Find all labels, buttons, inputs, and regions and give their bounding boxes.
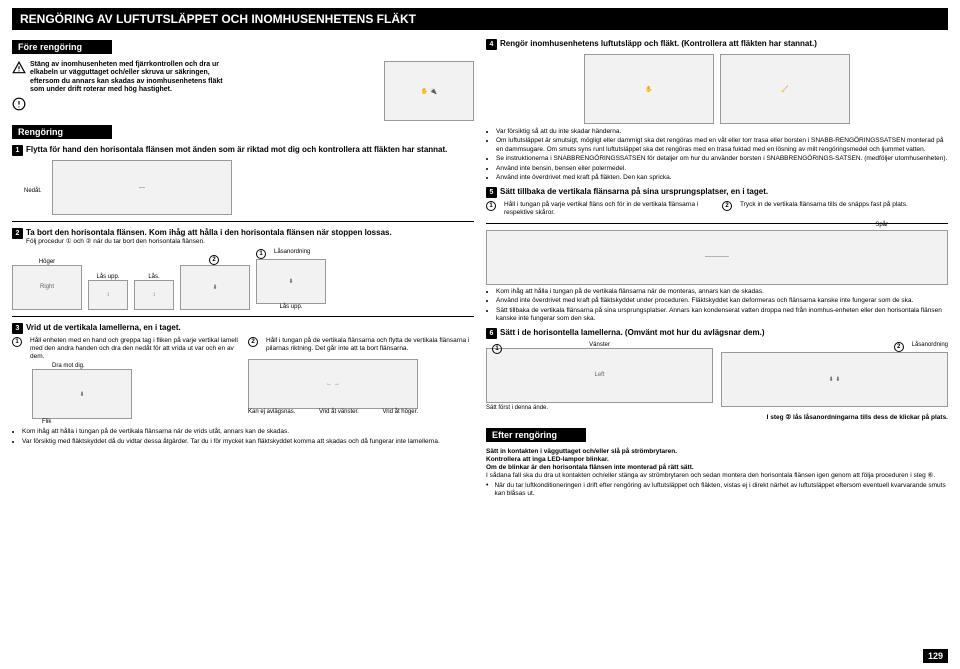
nedat-label: Nedåt. — [24, 188, 42, 194]
warning-text: Stäng av inomhusenheten med fjärrkontrol… — [30, 61, 230, 95]
step4-bullet-3: Se instruktionerna i SNABBRENGÖRINGSSATS… — [496, 155, 948, 163]
substep-2: 2 — [209, 255, 219, 265]
illustration-lock: ↕ — [134, 280, 174, 310]
after-l1: Sätt in kontakten i vägguttaget och/elle… — [486, 448, 948, 456]
satt-forst-label: Sätt först i denna ände. — [486, 405, 713, 411]
step5-sub1: Håll i tungan på varje vertikal fläns oc… — [504, 201, 712, 217]
after-cleaning-header: Efter rengöring — [486, 428, 586, 442]
illustration-remote-unplug: ✋ 🔌 — [384, 61, 474, 121]
step4-bullet-5: Använd inte överdrivet med kraft på fläk… — [496, 174, 948, 182]
illustration-step3-2: ← → — [248, 359, 418, 409]
illustration-step5-wide: ———— — [486, 230, 948, 285]
step5-bullet-3: Sätt tillbaka de vertikala flänsarna på … — [496, 307, 948, 324]
step-number-1: 1 — [12, 145, 23, 156]
step4-bullet-2: Om luftutsläppet är smutsigt, mögligt el… — [496, 137, 948, 154]
dra-label: Dra mot dig. — [52, 363, 238, 369]
step4-bullet-1: Var försiktig så att du inte skadar händ… — [496, 128, 948, 136]
step5-bullet-2: Använd inte överdrivet med kraft på fläk… — [496, 297, 948, 305]
substep-6-1: 1 — [492, 344, 502, 354]
step1-title: Flytta för hand den horisontala flänsen … — [26, 145, 447, 155]
lasanordning-label-2: Låsanordning — [912, 342, 948, 348]
step-number-2: 2 — [12, 228, 23, 239]
illustration-right-lock: Right — [12, 265, 82, 310]
illustration-step2-2: ⬇ — [180, 265, 250, 310]
spar-label: Spår — [875, 222, 888, 228]
step3-sub1: Håll enheten med en hand och greppa tag … — [30, 337, 238, 361]
step-number-3: 3 — [12, 323, 23, 334]
warning-triangle-icon — [12, 61, 26, 75]
warning-circle-icon — [12, 97, 26, 111]
step5-title: Sätt tillbaka de vertikala flänsarna på … — [500, 187, 768, 197]
step3-bullet-2: Var försiktig med fläktskyddet då du vid… — [22, 438, 474, 446]
step4-title: Rengör inomhusenhetens luftutsläpp och f… — [500, 39, 817, 49]
illustration-step1: — — [52, 160, 232, 215]
illustration-step6-2: ⬇ ⬇ — [721, 352, 948, 407]
step-number-5: 5 — [486, 187, 497, 198]
step2-title: Ta bort den horisontala flänsen. Kom ihå… — [26, 228, 392, 238]
step3-sub2: Håll i tungan på de vertikala flänsarna … — [266, 337, 474, 353]
step4-bullet-4: Använd inte bensin, bensen eller polerme… — [496, 165, 948, 173]
after-l2: Kontrollera att inga LED-lampor blinkar. — [486, 456, 948, 464]
step5-bullet-1: Kom ihåg att hålla i tungan på de vertik… — [496, 288, 948, 296]
illustration-step6-1: Left — [486, 348, 713, 403]
lasanordning-label: Låsanordning — [274, 249, 310, 255]
before-cleaning-header: Före rengöring — [12, 40, 112, 54]
illustration-step4-brush: 🧹 — [720, 54, 850, 124]
bullet-mark: • — [486, 482, 488, 489]
illustration-step3-1: ⬇ — [32, 369, 132, 419]
step3-bullet-1: Kom ihåg att hålla i tungan på de vertik… — [22, 428, 474, 436]
flik-label: Flik — [42, 419, 238, 425]
cleaning-header: Rengöring — [12, 125, 112, 139]
step2-body: Följ procedur ① och ② när du tar bort de… — [26, 238, 392, 246]
step5-sub2: Tryck in de vertikala flänsarna tills de… — [740, 201, 908, 209]
kan-ej-label: Kan ej avlägsnas. — [248, 409, 295, 415]
substep-5-1: 1 — [486, 201, 496, 211]
vrid-v-label: Vrid åt vänster. — [319, 409, 359, 415]
step6-note: I steg ② lås låsanordningarna tills dess… — [486, 414, 948, 422]
left-inline-label: Left — [594, 372, 604, 378]
vrid-h-label: Vrid åt höger. — [383, 409, 418, 415]
substep-1: 1 — [256, 249, 266, 259]
step6-title: Sätt i de horisontella lamellerna. (Omvä… — [500, 328, 765, 338]
illustration-step4-hand: ✋ — [584, 54, 714, 124]
step3-title: Vrid ut de vertikala lamellerna, en i ta… — [26, 323, 181, 333]
step-number-6: 6 — [486, 328, 497, 339]
illustration-step2-1: ⬇ — [256, 259, 326, 304]
after-l4: I sådana fall ska du dra ut kontakten oc… — [486, 472, 948, 480]
substep-3-2: 2 — [248, 337, 258, 347]
step-number-4: 4 — [486, 39, 497, 50]
page-title: RENGÖRING AV LUFTUTSLÄPPET OCH INOMHUSEN… — [12, 8, 948, 30]
page-number: 129 — [923, 649, 948, 663]
illustration-unlock: ↕ — [88, 280, 128, 310]
after-l5: När du tar luftkonditioneringen i drift … — [494, 482, 948, 498]
substep-3-1: 1 — [12, 337, 22, 347]
after-l3: Om de blinkar är den horisontala flänsen… — [486, 464, 948, 472]
las-upp-label-2: Lås upp. — [256, 304, 326, 310]
substep-5-2: 2 — [722, 201, 732, 211]
substep-6-2: 2 — [894, 342, 904, 352]
